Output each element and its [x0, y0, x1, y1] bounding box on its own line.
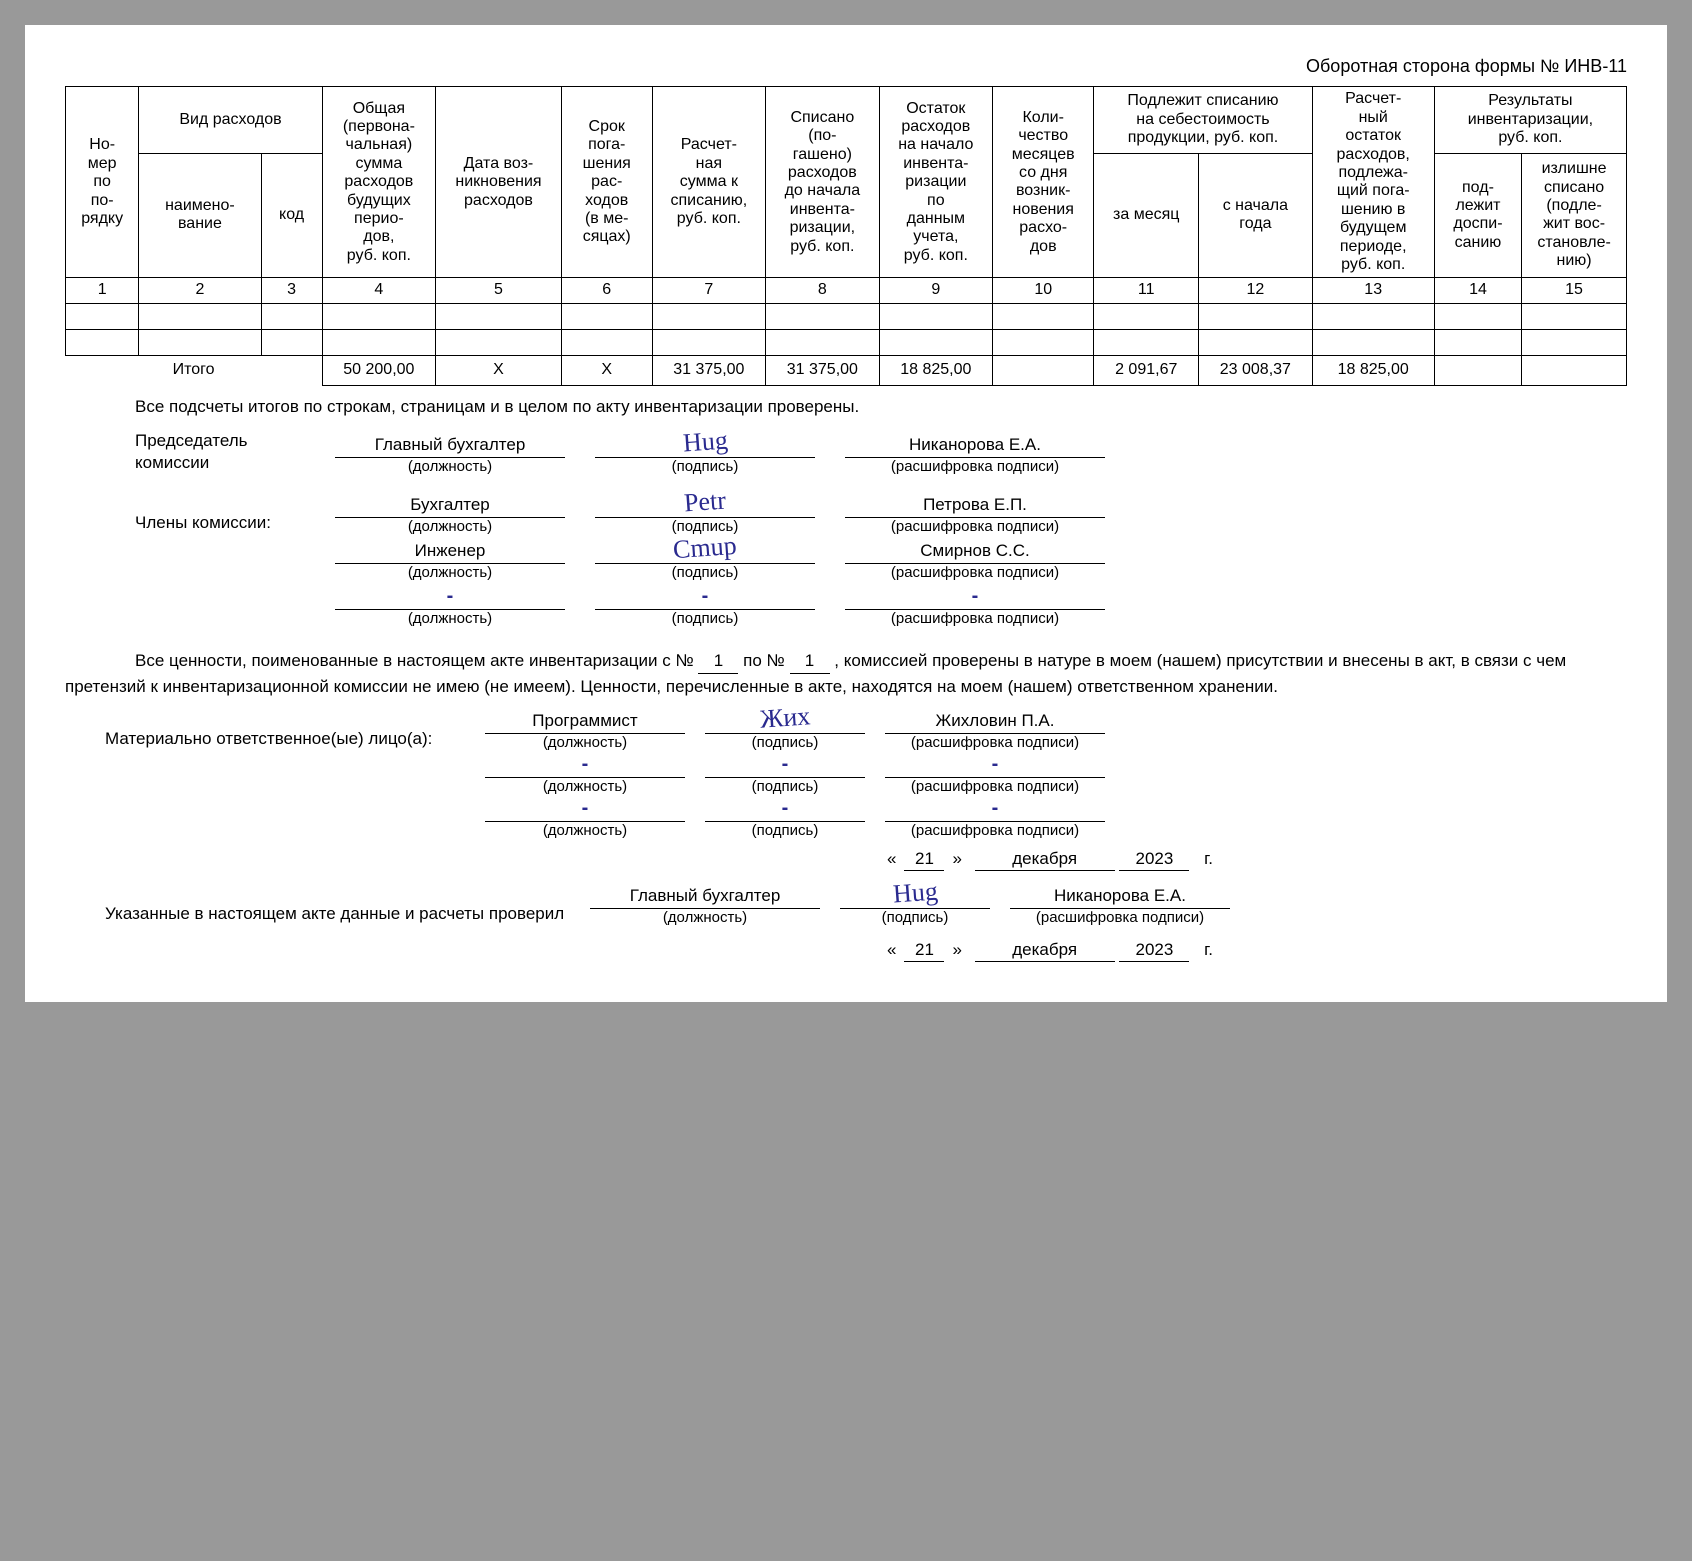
v-pos: Главный бухгалтер: [590, 885, 820, 909]
chairman-name: Никанорова Е.А.: [845, 434, 1105, 458]
cn9: 9: [879, 278, 992, 303]
r2-sig: -: [705, 754, 865, 778]
h-permonth: за месяц: [1094, 153, 1199, 278]
t14: [1434, 355, 1521, 385]
r2-pos: -: [485, 754, 685, 778]
r3-pos: -: [485, 798, 685, 822]
date-2: «21» декабря 2023 г.: [65, 939, 1627, 962]
h-remain: Расчет-ныйостатокрасходов,подлежа-щий по…: [1312, 87, 1434, 278]
verify-label: Указанные в настоящем акте данные и расч…: [65, 903, 575, 925]
t8: 31 375,00: [766, 355, 879, 385]
resp-label: Материально ответственное(ые) лицо(а):: [65, 728, 465, 750]
m2-name: Смирнов С.С.: [845, 540, 1105, 564]
resp-row-2: - (должность) - (подпись) - (расшифровка…: [65, 754, 1627, 794]
m1-name: Петрова Е.П.: [845, 494, 1105, 518]
h-name: наимено-вание: [139, 153, 261, 278]
chairman-pos: Главный бухгалтер: [335, 434, 565, 458]
cn12: 12: [1199, 278, 1312, 303]
h-num: Но-мерпопо-рядку: [66, 87, 139, 278]
h-add: под-лежитдоспи-санию: [1434, 153, 1521, 278]
cn4: 4: [322, 278, 435, 303]
data-row-1: [66, 303, 1627, 329]
t11: 2 091,67: [1094, 355, 1199, 385]
h-results: Результатыинвентаризации,руб. коп.: [1434, 87, 1626, 153]
num-to: 1: [790, 648, 830, 675]
t4: 50 200,00: [322, 355, 435, 385]
cn10: 10: [993, 278, 1094, 303]
resp-row-3: - (должность) - (подпись) - (расшифровка…: [65, 798, 1627, 838]
form-title: Оборотная сторона формы № ИНВ-11: [65, 55, 1627, 78]
chairman-label: Председатель комиссии: [65, 430, 305, 474]
r3-name: -: [885, 798, 1105, 822]
t7: 31 375,00: [652, 355, 765, 385]
cn3: 3: [261, 278, 322, 303]
checked-text: Все подсчеты итогов по строкам, страница…: [135, 396, 1627, 418]
m1-pos: Бухгалтер: [335, 494, 565, 518]
members-label: Члены комиссии:: [65, 512, 305, 534]
cn11: 11: [1094, 278, 1199, 303]
cap-dec: (расшифровка подписи): [845, 459, 1105, 474]
chairman-row: Председатель комиссии Главный бухгалтер …: [65, 430, 1627, 474]
cn13: 13: [1312, 278, 1434, 303]
member-row-2: Инженер (должность) Cmup (подпись) Смирн…: [65, 540, 1627, 580]
t15: [1522, 355, 1627, 385]
r3-sig: -: [705, 798, 865, 822]
r1-name: Жихловин П.А.: [885, 710, 1105, 734]
v-sig: Hug: [840, 885, 990, 909]
chairman-sig: Hug: [595, 434, 815, 458]
t10: [993, 355, 1094, 385]
cap-pos: (должность): [335, 459, 565, 474]
h-type: Вид расходов: [139, 87, 322, 153]
cn8: 8: [766, 278, 879, 303]
t6: X: [561, 355, 652, 385]
v-name: Никанорова Е.А.: [1010, 885, 1230, 909]
r1-sig: Жих: [705, 710, 865, 734]
confirmation-sentence: Все ценности, поименованные в настоящем …: [65, 648, 1627, 700]
cn14: 14: [1434, 278, 1521, 303]
m3-sig: -: [595, 586, 815, 610]
h-excess: излишнесписано(подле-жит вос-становле-ни…: [1522, 153, 1627, 278]
m3-name: -: [845, 586, 1105, 610]
member-row-1: Члены комиссии: Бухгалтер (должность) Pe…: [65, 494, 1627, 534]
h-fromstart: с началагода: [1199, 153, 1312, 278]
total-row: Итого 50 200,00 X X 31 375,00 31 375,00 …: [66, 355, 1627, 385]
inventory-table: Но-мерпопо-рядку Вид расходов Общая(перв…: [65, 86, 1627, 385]
itogo-label: Итого: [66, 355, 323, 385]
h-term: Срокпога-шениярас-ходов(в ме-сяцах): [561, 87, 652, 278]
h-balance: Остатокрасходовна началоинвента-ризациип…: [879, 87, 992, 278]
cn2: 2: [139, 278, 261, 303]
h-writeoff: Подлежит списаниюна себестоимостьпродукц…: [1094, 87, 1312, 153]
h-written: Списано(по-гашено)расходовдо началаинвен…: [766, 87, 879, 278]
inv11-page: Оборотная сторона формы № ИНВ-11 Но-мерп…: [25, 25, 1667, 1002]
cn15: 15: [1522, 278, 1627, 303]
m2-sig: Cmup: [595, 540, 815, 564]
cn5: 5: [436, 278, 562, 303]
date-1: «21» декабря 2023 г.: [65, 848, 1627, 871]
member-row-3: - (должность) - (подпись) - (расшифровка…: [65, 586, 1627, 626]
m2-pos: Инженер: [335, 540, 565, 564]
cn7: 7: [652, 278, 765, 303]
resp-row-1: Материально ответственное(ые) лицо(а): П…: [65, 710, 1627, 750]
m1-sig: Petr: [595, 494, 815, 518]
t5: X: [436, 355, 562, 385]
h-months: Коли-чествомесяцевсо днявозник-новенияра…: [993, 87, 1094, 278]
t9: 18 825,00: [879, 355, 992, 385]
t12: 23 008,37: [1199, 355, 1312, 385]
cap-sig: (подпись): [595, 459, 815, 474]
cn1: 1: [66, 278, 139, 303]
r1-pos: Программист: [485, 710, 685, 734]
t13: 18 825,00: [1312, 355, 1434, 385]
m3-pos: -: [335, 586, 565, 610]
data-row-2: [66, 329, 1627, 355]
r2-name: -: [885, 754, 1105, 778]
h-calc: Расчет-наясумма ксписанию,руб. коп.: [652, 87, 765, 278]
cn6: 6: [561, 278, 652, 303]
verifier-row: Указанные в настоящем акте данные и расч…: [65, 885, 1627, 925]
h-code: код: [261, 153, 322, 278]
h-date: Дата воз-никновениярасходов: [436, 87, 562, 278]
h-total: Общая(первона-чальная)суммарасходовбудущ…: [322, 87, 435, 278]
num-from: 1: [698, 648, 738, 675]
